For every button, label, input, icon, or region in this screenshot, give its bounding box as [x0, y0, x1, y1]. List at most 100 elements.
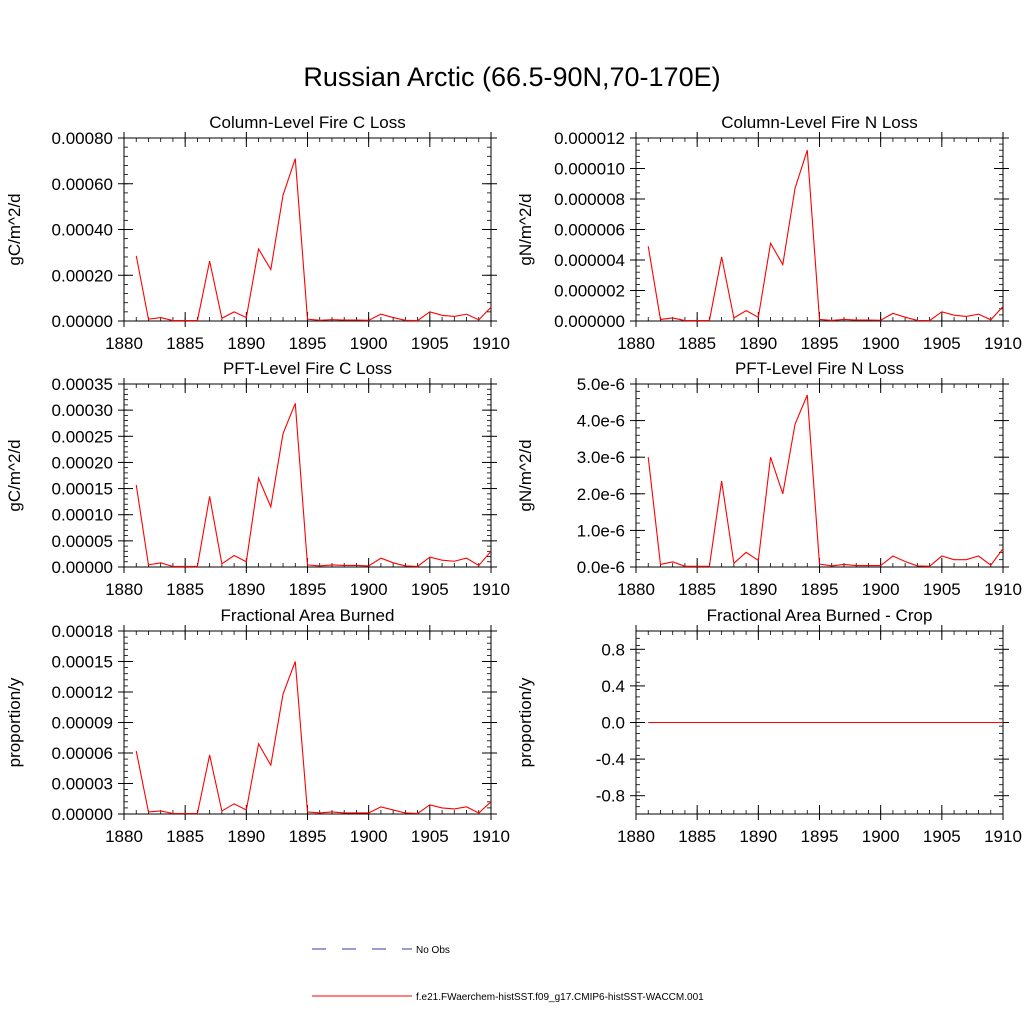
x-tick-label: 1880 — [105, 827, 143, 846]
y-tick-label: 0.00009 — [52, 714, 113, 733]
y-tick-label: 0.00040 — [52, 221, 113, 240]
y-axis-label: gC/m^2/d — [5, 193, 24, 265]
y-tick-label: 0.000010 — [554, 160, 625, 179]
x-tick-label: 1895 — [289, 334, 327, 353]
x-tick-label: 1910 — [472, 334, 510, 353]
x-tick-label: 1885 — [678, 580, 716, 599]
y-tick-label: 0.00000 — [52, 805, 113, 824]
x-tick-label: 1900 — [350, 334, 388, 353]
x-tick-label: 1885 — [678, 827, 716, 846]
y-tick-label: 0.00035 — [52, 375, 113, 394]
y-tick-label: 0.8 — [601, 640, 625, 659]
y-tick-label: 0.00020 — [52, 453, 113, 472]
x-tick-label: 1890 — [739, 580, 777, 599]
y-axis-label: gN/m^2/d — [516, 193, 535, 265]
x-tick-label: 1905 — [923, 580, 961, 599]
x-tick-label: 1900 — [862, 580, 900, 599]
y-tick-label: 1.0e-6 — [577, 521, 625, 540]
x-tick-label: 1895 — [801, 827, 839, 846]
x-tick-label: 1905 — [411, 334, 449, 353]
y-tick-label: 5.0e-6 — [577, 375, 625, 394]
y-tick-label: 0.000008 — [554, 190, 625, 209]
x-tick-label: 1885 — [166, 334, 204, 353]
panel-2: 1880 1885 1890 1895 1900 1905 1910 0.000000 0.00… — [516, 113, 1022, 353]
y-tick-label: 3.0e-6 — [577, 448, 625, 467]
x-tick-label: 1880 — [617, 827, 655, 846]
y-tick-label: -0.4 — [596, 750, 625, 769]
series-line — [647, 394, 1004, 567]
y-tick-label: 0.0 — [601, 714, 625, 733]
y-axis-label: gN/m^2/d — [516, 439, 535, 511]
x-tick-label: 1880 — [617, 580, 655, 599]
panel-title: PFT-Level Fire C Loss — [223, 359, 392, 378]
y-tick-label: 0.00010 — [52, 506, 113, 525]
x-tick-label: 1880 — [617, 334, 655, 353]
series-line — [647, 150, 1004, 322]
x-tick-label: 1905 — [923, 827, 961, 846]
y-axis-label: proportion/y — [5, 677, 24, 767]
x-tick-label: 1895 — [801, 580, 839, 599]
y-tick-label: 0.00015 — [52, 653, 113, 672]
y-tick-label: 0.00006 — [52, 744, 113, 763]
x-tick-label: 1885 — [166, 580, 204, 599]
y-tick-label: 0.00000 — [52, 558, 113, 577]
x-tick-label: 1905 — [411, 827, 449, 846]
y-tick-label: 0.00012 — [52, 683, 113, 702]
page-title: Russian Arctic (66.5-90N,70-170E) — [303, 62, 721, 92]
x-tick-label: 1910 — [472, 580, 510, 599]
panel-title: Fractional Area Burned — [221, 606, 395, 625]
x-tick-label: 1910 — [984, 827, 1022, 846]
x-tick-label: 1910 — [984, 580, 1022, 599]
y-tick-label: 0.00060 — [52, 175, 113, 194]
panel-3: 1880 1885 1890 1895 1900 1905 1910 0.00000 0.000… — [5, 359, 510, 599]
y-tick-label: 0.000002 — [554, 282, 625, 301]
y-tick-label: 0.00015 — [52, 480, 113, 499]
x-tick-label: 1880 — [105, 580, 143, 599]
x-tick-label: 1895 — [801, 334, 839, 353]
x-tick-label: 1900 — [350, 827, 388, 846]
series-line — [135, 661, 492, 815]
y-axis-label: gC/m^2/d — [5, 439, 24, 511]
y-tick-label: 0.0e-6 — [577, 558, 625, 577]
x-tick-label: 1880 — [105, 334, 143, 353]
panel-title: Column-Level Fire N Loss — [721, 113, 918, 132]
x-tick-label: 1900 — [350, 580, 388, 599]
y-tick-label: 0.00080 — [52, 129, 113, 148]
x-tick-label: 1885 — [678, 334, 716, 353]
x-tick-label: 1890 — [739, 334, 777, 353]
x-tick-label: 1885 — [166, 827, 204, 846]
legend-obs-label: No Obs — [416, 945, 450, 956]
x-tick-label: 1895 — [289, 580, 327, 599]
y-tick-label: 0.00018 — [52, 622, 113, 641]
x-tick-label: 1895 — [289, 827, 327, 846]
y-tick-label: 0.00000 — [52, 312, 113, 331]
y-tick-label: 0.000000 — [554, 312, 625, 331]
y-axis-label: proportion/y — [516, 677, 535, 767]
x-tick-label: 1900 — [862, 827, 900, 846]
y-tick-label: 0.00025 — [52, 427, 113, 446]
legend-model-label: f.e21.FWaerchem-histSST.f09_g17.CMIP6-hi… — [416, 992, 704, 1003]
y-tick-label: 2.0e-6 — [577, 485, 625, 504]
y-tick-label: 0.4 — [601, 677, 625, 696]
panel-4: 1880 1885 1890 1895 1900 1905 1910 0.0e-6 1.0e-6… — [516, 359, 1022, 599]
x-tick-label: 1910 — [472, 827, 510, 846]
series-line — [135, 158, 492, 322]
x-tick-label: 1900 — [862, 334, 900, 353]
x-tick-label: 1905 — [923, 334, 961, 353]
x-tick-label: 1890 — [227, 580, 265, 599]
panel-title: Column-Level Fire C Loss — [209, 113, 406, 132]
series-line — [135, 403, 492, 568]
panel-title: Fractional Area Burned - Crop — [707, 606, 933, 625]
x-tick-label: 1890 — [739, 827, 777, 846]
y-tick-label: 0.000006 — [554, 221, 625, 240]
panel-5: 1880 1885 1890 1895 1900 1905 1910 0.00000 0.000… — [5, 606, 510, 846]
y-tick-label: 0.00030 — [52, 401, 113, 420]
y-tick-label: 4.0e-6 — [577, 412, 625, 431]
panel-title: PFT-Level Fire N Loss — [735, 359, 904, 378]
y-tick-label: 0.000012 — [554, 129, 625, 148]
x-tick-label: 1890 — [227, 827, 265, 846]
x-tick-label: 1890 — [227, 334, 265, 353]
panel-6: 1880 1885 1890 1895 1900 1905 1910 -0.8 -0.4 0.0 0… — [516, 606, 1022, 846]
